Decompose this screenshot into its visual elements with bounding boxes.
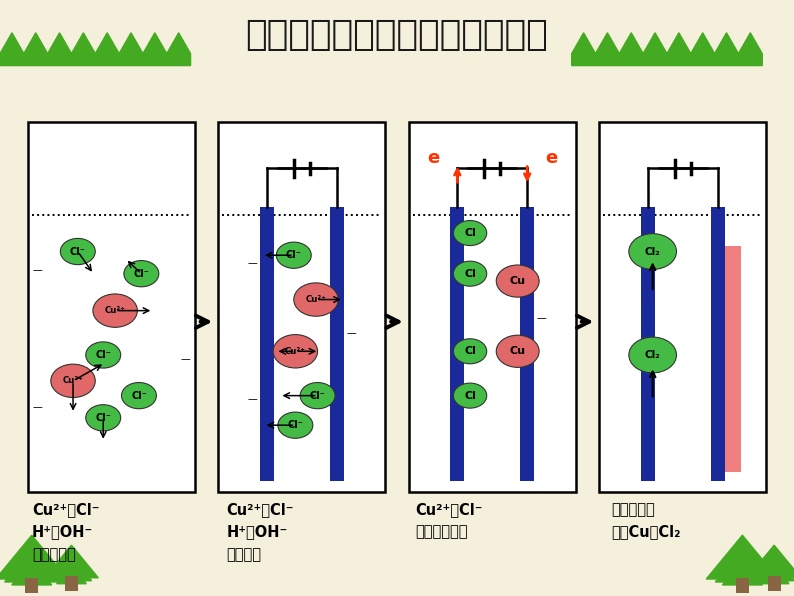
Text: e: e xyxy=(427,148,440,167)
Text: Cu²⁺、Cl⁻
H⁺、OH⁻
定向运动: Cu²⁺、Cl⁻ H⁺、OH⁻ 定向运动 xyxy=(226,502,294,562)
Circle shape xyxy=(300,383,335,409)
Text: Cl⁻: Cl⁻ xyxy=(286,250,302,260)
Circle shape xyxy=(121,383,156,409)
Circle shape xyxy=(278,412,313,438)
Text: Cu²⁺、Cl⁻
H⁺、OH⁻
无规则运动: Cu²⁺、Cl⁻ H⁺、OH⁻ 无规则运动 xyxy=(32,502,99,562)
Text: Cl⁻: Cl⁻ xyxy=(310,390,326,401)
Bar xyxy=(330,207,344,481)
Polygon shape xyxy=(759,561,789,583)
Bar xyxy=(520,207,534,481)
Text: Cu: Cu xyxy=(510,346,526,356)
Bar xyxy=(28,122,195,492)
Polygon shape xyxy=(12,556,52,585)
Bar xyxy=(641,207,655,481)
Text: Cu²⁺: Cu²⁺ xyxy=(285,347,306,356)
Circle shape xyxy=(496,265,539,297)
Text: Cl: Cl xyxy=(464,228,476,238)
Circle shape xyxy=(496,335,539,367)
Text: 阴阳两极上
生成Cu、Cl₂: 阴阳两极上 生成Cu、Cl₂ xyxy=(611,502,681,539)
Text: —: — xyxy=(248,395,257,404)
Text: Cl: Cl xyxy=(464,390,476,401)
Text: Cl: Cl xyxy=(464,269,476,279)
Polygon shape xyxy=(0,535,67,579)
Text: Cu²⁺: Cu²⁺ xyxy=(105,306,125,315)
Text: Cl⁻: Cl⁻ xyxy=(287,420,303,430)
Text: Cl: Cl xyxy=(464,346,476,356)
Text: Cl⁻: Cl⁻ xyxy=(133,269,149,279)
Bar xyxy=(25,578,38,593)
Circle shape xyxy=(86,405,121,431)
Bar xyxy=(260,207,274,481)
Text: —: — xyxy=(727,313,737,323)
Polygon shape xyxy=(723,556,762,585)
Circle shape xyxy=(453,339,487,364)
Text: Cl⁻: Cl⁻ xyxy=(95,350,111,360)
Text: —: — xyxy=(180,353,190,364)
Text: Cl⁻: Cl⁻ xyxy=(70,247,86,256)
Polygon shape xyxy=(754,554,794,581)
Text: —: — xyxy=(537,313,546,323)
Polygon shape xyxy=(56,561,87,583)
Polygon shape xyxy=(572,33,762,66)
Polygon shape xyxy=(52,554,91,581)
Bar xyxy=(65,576,78,591)
Bar xyxy=(768,576,781,591)
Bar xyxy=(409,122,576,492)
Bar xyxy=(218,122,385,492)
Polygon shape xyxy=(707,535,778,579)
Circle shape xyxy=(453,383,487,408)
Text: —: — xyxy=(346,328,356,338)
Bar xyxy=(599,122,766,492)
Polygon shape xyxy=(0,33,191,66)
Bar xyxy=(736,578,749,593)
Circle shape xyxy=(60,238,95,265)
Bar xyxy=(450,207,464,481)
Text: Cu: Cu xyxy=(510,276,526,286)
Circle shape xyxy=(453,221,487,246)
Circle shape xyxy=(93,294,137,327)
Circle shape xyxy=(51,364,95,398)
Circle shape xyxy=(294,283,338,316)
Polygon shape xyxy=(747,545,794,578)
Circle shape xyxy=(453,261,487,286)
Circle shape xyxy=(86,342,121,368)
Text: —: — xyxy=(248,257,257,268)
Circle shape xyxy=(629,337,676,373)
Circle shape xyxy=(276,242,311,268)
Bar xyxy=(725,246,741,472)
Text: Cu²⁺、Cl⁻
发生电子得失: Cu²⁺、Cl⁻ 发生电子得失 xyxy=(415,502,483,539)
Circle shape xyxy=(273,334,318,368)
Text: Cl₂: Cl₂ xyxy=(645,247,661,256)
Text: Cl⁻: Cl⁻ xyxy=(95,413,111,423)
Text: Cu²⁺: Cu²⁺ xyxy=(63,376,83,386)
Polygon shape xyxy=(5,547,59,582)
Polygon shape xyxy=(44,545,98,578)
Text: e: e xyxy=(545,148,557,167)
Text: Cl⁻: Cl⁻ xyxy=(131,390,147,401)
Text: 电解氯化铜溶液的微观反应过程: 电解氯化铜溶液的微观反应过程 xyxy=(245,18,549,52)
Text: Cu²⁺: Cu²⁺ xyxy=(306,295,326,304)
Circle shape xyxy=(124,260,159,287)
Bar xyxy=(711,207,725,481)
Polygon shape xyxy=(715,547,769,582)
Text: —: — xyxy=(33,265,42,275)
Text: —: — xyxy=(33,402,42,412)
Text: Cl₂: Cl₂ xyxy=(645,350,661,360)
Circle shape xyxy=(629,234,676,269)
